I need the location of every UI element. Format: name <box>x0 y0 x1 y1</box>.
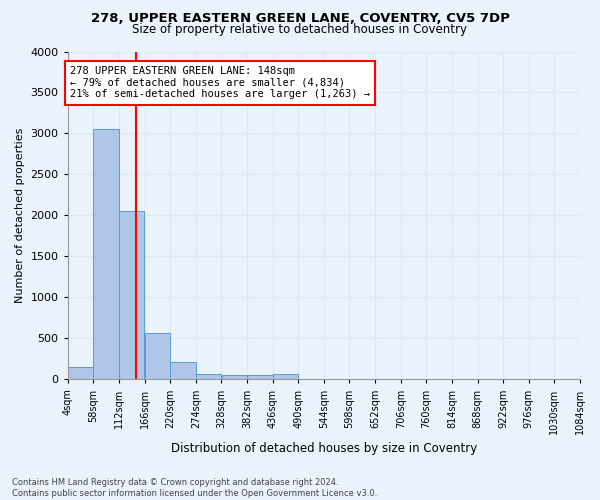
Text: 278, UPPER EASTERN GREEN LANE, COVENTRY, CV5 7DP: 278, UPPER EASTERN GREEN LANE, COVENTRY,… <box>91 12 509 26</box>
Bar <box>170 362 196 380</box>
Bar <box>196 374 221 380</box>
Y-axis label: Number of detached properties: Number of detached properties <box>15 128 25 303</box>
Bar <box>68 367 93 380</box>
Bar <box>145 334 170 380</box>
Text: 278 UPPER EASTERN GREEN LANE: 148sqm
← 79% of detached houses are smaller (4,834: 278 UPPER EASTERN GREEN LANE: 148sqm ← 7… <box>70 66 370 100</box>
Bar <box>221 375 247 380</box>
Bar <box>119 210 145 380</box>
X-axis label: Distribution of detached houses by size in Coventry: Distribution of detached houses by size … <box>171 442 477 455</box>
Text: Size of property relative to detached houses in Coventry: Size of property relative to detached ho… <box>133 22 467 36</box>
Text: Contains HM Land Registry data © Crown copyright and database right 2024.
Contai: Contains HM Land Registry data © Crown c… <box>12 478 377 498</box>
Bar <box>273 374 298 380</box>
Bar <box>94 128 119 380</box>
Bar <box>247 376 272 380</box>
